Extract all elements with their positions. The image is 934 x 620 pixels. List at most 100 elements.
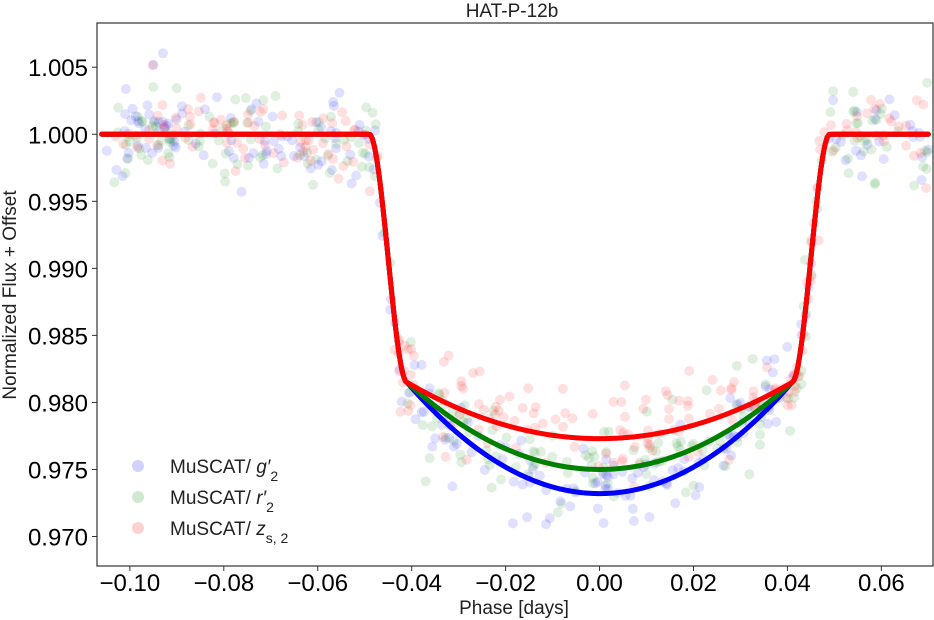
- data-point: [530, 447, 540, 458]
- data-point: [601, 454, 612, 465]
- data-point: [616, 397, 627, 407]
- data-point: [229, 117, 239, 128]
- data-point: [300, 141, 311, 152]
- data-point: [523, 383, 534, 394]
- data-point: [466, 447, 477, 458]
- data-point: [295, 142, 306, 153]
- data-point: [328, 97, 339, 107]
- data-point: [322, 150, 333, 161]
- data-point: [158, 48, 168, 59]
- data-point: [901, 120, 912, 131]
- data-point: [534, 470, 545, 481]
- data-point: [869, 103, 880, 114]
- data-point: [600, 480, 611, 491]
- x-tick-label: −0.04: [381, 570, 442, 597]
- data-point: [663, 404, 674, 414]
- data-point: [120, 168, 131, 178]
- data-point: [337, 107, 348, 118]
- data-point: [136, 150, 147, 160]
- data-point: [148, 59, 159, 70]
- data-point: [789, 386, 800, 397]
- data-point: [923, 144, 934, 155]
- data-point: [592, 476, 603, 487]
- data-point: [289, 151, 299, 162]
- data-point: [348, 156, 358, 167]
- data-point: [152, 110, 163, 121]
- data-point: [725, 393, 736, 404]
- data-point: [395, 406, 406, 417]
- data-point: [508, 476, 519, 487]
- data-point: [875, 108, 886, 119]
- data-point: [318, 113, 329, 124]
- data-point: [361, 102, 372, 113]
- data-point: [240, 93, 251, 103]
- data-point: [920, 145, 931, 156]
- data-point: [828, 86, 839, 97]
- data-point: [164, 152, 175, 163]
- data-point: [726, 384, 737, 395]
- data-point: [848, 86, 859, 97]
- data-point: [163, 118, 174, 129]
- data-point: [862, 139, 873, 150]
- data-point: [861, 134, 872, 145]
- data-point: [293, 119, 304, 129]
- data-point: [148, 82, 159, 92]
- data-point: [183, 135, 194, 145]
- y-tick-label: 1.000: [28, 122, 88, 149]
- data-point: [232, 137, 243, 148]
- data-point: [267, 111, 278, 122]
- data-point: [598, 518, 609, 528]
- data-point: [867, 115, 878, 126]
- data-point: [785, 425, 796, 436]
- data-point: [456, 376, 467, 387]
- data-point: [584, 452, 594, 463]
- data-point: [101, 145, 112, 156]
- data-point: [461, 454, 472, 465]
- data-point: [331, 143, 341, 154]
- data-point: [683, 413, 694, 424]
- data-point: [222, 138, 232, 148]
- data-point: [159, 123, 170, 134]
- data-point: [132, 142, 143, 153]
- data-point: [153, 143, 164, 153]
- data-point: [455, 449, 466, 460]
- data-point: [682, 400, 693, 411]
- data-point: [871, 105, 882, 116]
- data-point: [627, 473, 638, 484]
- data-point: [849, 135, 860, 146]
- data-point: [198, 150, 209, 161]
- data-point: [236, 186, 247, 197]
- data-point: [843, 153, 854, 164]
- data-point: [486, 482, 497, 493]
- data-point: [221, 120, 232, 131]
- data-point: [147, 147, 158, 158]
- data-point: [628, 516, 639, 526]
- data-point: [230, 166, 241, 177]
- data-point: [402, 344, 413, 355]
- data-point: [495, 394, 505, 405]
- data-point: [227, 117, 238, 128]
- x-tick-label: 0.04: [764, 570, 811, 597]
- data-point: [225, 112, 236, 123]
- legend-marker-0: [132, 460, 144, 472]
- data-point: [170, 142, 181, 153]
- data-point: [118, 139, 129, 149]
- data-point: [760, 381, 771, 392]
- data-point: [517, 479, 528, 490]
- data-point: [408, 350, 419, 361]
- data-point: [187, 141, 198, 152]
- data-point: [230, 94, 241, 105]
- data-point: [498, 412, 509, 423]
- x-tick-label: −0.06: [287, 570, 348, 597]
- data-point: [760, 379, 771, 390]
- data-point: [718, 460, 729, 471]
- data-point: [440, 434, 451, 445]
- y-tick-label: 1.005: [28, 55, 88, 82]
- data-point: [632, 467, 643, 478]
- y-tick-label: 0.975: [28, 457, 88, 484]
- data-point: [217, 123, 228, 134]
- data-point: [729, 377, 739, 387]
- data-point: [258, 158, 269, 169]
- data-point: [308, 179, 319, 190]
- data-point: [516, 435, 527, 446]
